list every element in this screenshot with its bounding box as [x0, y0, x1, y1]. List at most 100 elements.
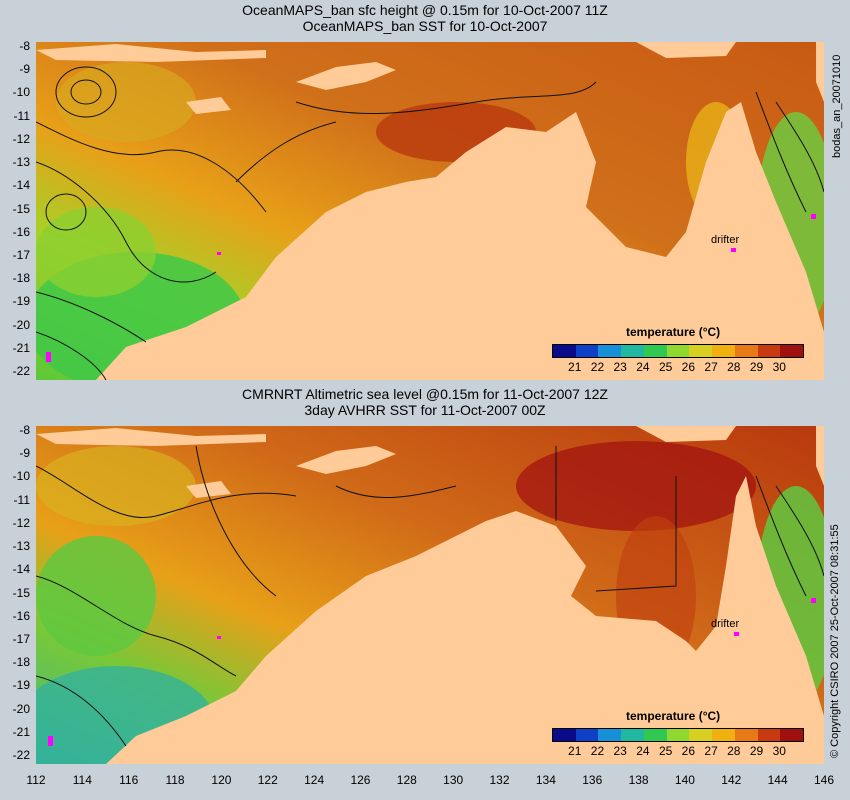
bottom-map-graphic — [36, 426, 824, 764]
bottom-temperature-colorbar — [552, 728, 804, 742]
bottom-colorbar-tick-label: 27 — [704, 744, 718, 758]
lon-tick-label: 112 — [26, 773, 46, 787]
bottom-colorbar-swatch — [598, 729, 622, 741]
top-lat-tick-label: -9 — [19, 62, 30, 77]
top-legend-title: temperature (°C) — [626, 325, 721, 339]
lon-tick-label: 142 — [721, 773, 742, 787]
lon-tick-label: 132 — [489, 773, 510, 787]
lon-tick-label: 118 — [165, 773, 185, 787]
top-lat-tick-label: -20 — [12, 317, 30, 332]
bottom-colorbar-tick-label: 22 — [590, 744, 605, 758]
top-colorbar-swatch — [621, 345, 644, 357]
top-sea-level-contours — [36, 66, 824, 380]
bottom-lesser-sunda-islands — [36, 428, 266, 446]
top-colorbar-swatch — [689, 345, 713, 357]
bottom-colorbar-tick-label: 25 — [658, 744, 673, 758]
top-title-line1: OceanMAPS_ban sfc height @ 0.15m for 10-… — [242, 2, 608, 18]
bottom-side-label: © Copyright CSIRO 2007 25-Oct-2007 08:31… — [829, 524, 841, 758]
top-colorbar-swatch — [553, 345, 576, 357]
bottom-colorbar-swatch — [689, 729, 713, 741]
bottom-lat-tick-label: -9 — [19, 446, 30, 461]
top-title-line2: OceanMAPS_ban SST for 10-Oct-2007 — [302, 18, 548, 34]
top-colorbar-swatch — [575, 345, 599, 357]
top-colorbar-tick-label: 30 — [772, 360, 786, 374]
top-sst-map: drifter temperature (°C) 21 22 23 24 25 26 27 2… — [36, 42, 824, 380]
lon-tick-label: 124 — [304, 773, 325, 787]
top-lat-tick-label: -16 — [12, 224, 30, 239]
lon-tick-label: 120 — [211, 773, 232, 787]
lon-tick-label: 140 — [674, 773, 695, 787]
lon-tick-label: 130 — [443, 773, 464, 787]
top-colorbar-swatch — [780, 345, 804, 357]
top-lat-tick-label: -13 — [12, 155, 30, 170]
bottom-lat-tick-label: -10 — [12, 469, 30, 484]
bottom-lat-tick-label: -14 — [12, 562, 30, 577]
top-lat-tick-label: -11 — [13, 108, 30, 123]
bottom-lat-tick-label: -15 — [12, 585, 30, 600]
top-colorbar-swatch — [734, 345, 758, 357]
top-lat-tick-label: -15 — [12, 201, 30, 216]
top-colorbar-tick-label: 22 — [590, 360, 605, 374]
bottom-colorbar-swatch — [553, 729, 576, 741]
lon-tick-label: 138 — [628, 773, 649, 787]
bottom-drifter-label: drifter — [711, 618, 740, 630]
bottom-colorbar-tick-label: 30 — [772, 744, 786, 758]
bottom-new-guinea-coast — [636, 426, 736, 442]
top-lat-tick-label: -17 — [12, 247, 30, 262]
top-lat-tick-label: -10 — [12, 85, 30, 100]
bottom-lat-tick-label: -17 — [12, 631, 30, 646]
bottom-sea-level-contours — [36, 445, 824, 747]
top-lat-tick-label: -22 — [12, 364, 30, 378]
bottom-colorbar-swatch — [643, 729, 667, 741]
top-drifter-label: drifter — [711, 234, 740, 246]
top-colorbar-swatch — [666, 345, 690, 357]
bottom-timor-island — [296, 446, 396, 474]
bottom-colorbar-tick-label: 26 — [681, 744, 696, 758]
longitude-axis: 112 114 116 118 120 122 124 126 128 130 132 134 136 1… — [0, 774, 850, 794]
top-lat-tick-label: -21 — [12, 340, 30, 355]
lon-tick-label: 144 — [767, 773, 788, 787]
top-colorbar-tick-label: 26 — [681, 360, 696, 374]
bottom-legend-title: temperature (°C) — [626, 709, 721, 723]
top-colorbar-swatch — [643, 345, 667, 357]
bottom-lat-tick-label: -11 — [13, 492, 30, 507]
bottom-lat-tick-label: -22 — [12, 748, 30, 762]
lon-tick-label: 136 — [582, 773, 603, 787]
top-lat-tick-label: -19 — [12, 294, 30, 309]
top-colorbar-tick-label: 28 — [727, 360, 741, 374]
lon-tick-label: 116 — [119, 773, 139, 787]
top-colorbar-tick-label: 23 — [613, 360, 627, 374]
bottom-drifter-markers — [48, 598, 816, 746]
top-lesser-sunda-islands — [36, 44, 266, 62]
bottom-colorbar-swatch — [712, 729, 735, 741]
bottom-sst-map: drifter temperature (°C) 21 22 23 24 25 26 27 2… — [36, 426, 824, 764]
top-latitude-axis: -8 -9 -10 -11 -12 -13 -14 -15 -16 -17 -18 -19 -20 -21… — [0, 40, 34, 378]
lon-tick-label: 114 — [72, 773, 92, 787]
top-timor-island — [296, 62, 396, 90]
top-colorbar-tick-label: 25 — [658, 360, 673, 374]
top-sumba-island — [186, 97, 231, 114]
top-colorbar-tick-label: 27 — [704, 360, 718, 374]
bottom-colorbar-swatch — [757, 729, 781, 741]
top-new-guinea-coast — [636, 42, 736, 58]
bottom-colorbar-swatch — [621, 729, 644, 741]
top-lat-tick-label: -8 — [19, 39, 30, 53]
bottom-colorbar-tick-label: 29 — [749, 744, 764, 758]
bottom-colorbar-swatch — [575, 729, 599, 741]
lon-tick-label: 146 — [813, 773, 835, 787]
bottom-australia-landmass — [36, 476, 824, 764]
bottom-lat-tick-label: -18 — [12, 655, 30, 670]
top-colorbar-swatch — [757, 345, 781, 357]
bottom-colorbar-tick-label: 24 — [636, 744, 650, 758]
top-drifter-markers — [46, 214, 816, 362]
top-lat-tick-label: -12 — [12, 131, 30, 146]
top-map-graphic — [36, 42, 824, 380]
bottom-lat-tick-label: -8 — [19, 423, 30, 437]
top-colorbar-tick-label: 24 — [636, 360, 650, 374]
bottom-lat-tick-label: -19 — [12, 678, 30, 693]
top-side-label: bodas_an_20071010 — [831, 54, 843, 158]
bottom-lat-tick-label: -16 — [12, 608, 30, 623]
top-colorbar-tick-label: 21 — [568, 360, 582, 374]
lon-tick-label: 128 — [396, 773, 417, 787]
top-colorbar-tick-label: 29 — [749, 360, 764, 374]
